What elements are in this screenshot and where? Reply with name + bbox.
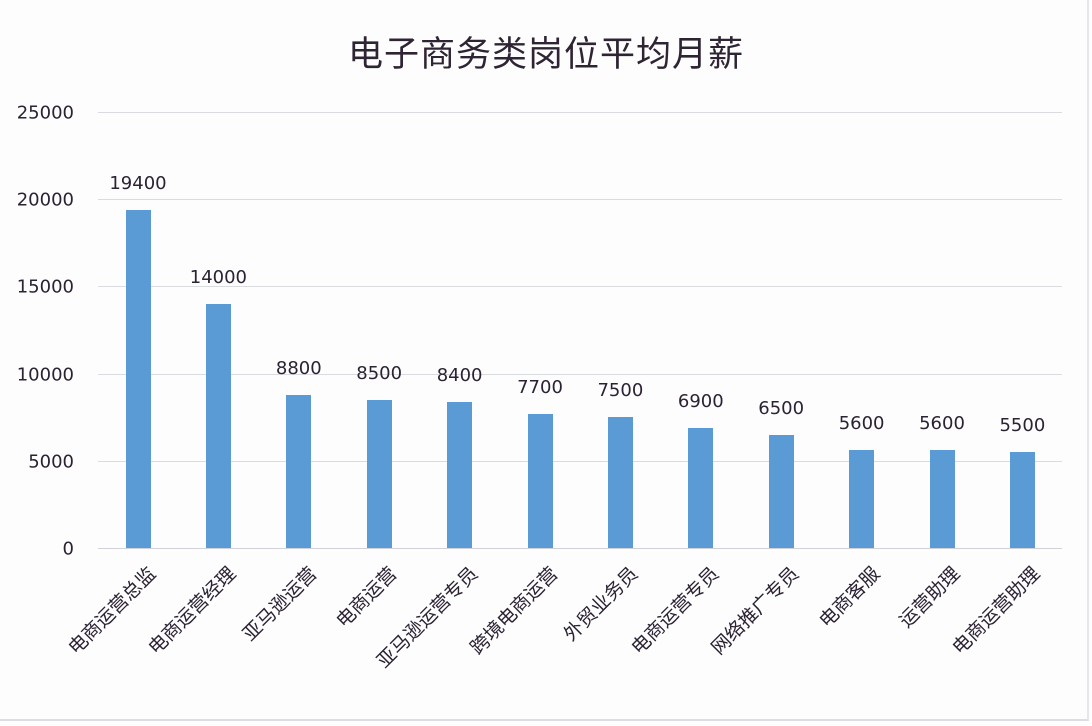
gridline (98, 199, 1062, 201)
gridline (98, 373, 1062, 375)
bar (205, 303, 231, 548)
bar (849, 450, 875, 548)
chart-title: 电子商务类岗位平均月薪 (347, 35, 744, 75)
data-label: 19400 (109, 172, 167, 194)
bar (768, 434, 794, 548)
bar (607, 417, 633, 548)
data-label: 14000 (189, 266, 248, 288)
bar (527, 413, 553, 548)
data-label: 7500 (597, 380, 644, 402)
bar (1009, 452, 1035, 548)
y-tick-label: 20000 (16, 189, 74, 211)
y-tick-label: 10000 (16, 364, 74, 386)
y-tick-label: 5000 (28, 451, 74, 473)
data-label: 7700 (517, 376, 563, 398)
bar (447, 401, 473, 548)
y-tick-label: 0 (62, 538, 74, 560)
y-tick-label: 25000 (16, 102, 74, 124)
gridline (98, 112, 1062, 113)
data-label: 8500 (356, 362, 403, 384)
bar (286, 394, 312, 548)
data-label: 8800 (275, 357, 322, 379)
data-label: 6500 (758, 397, 805, 419)
y-tick-label: 15000 (16, 276, 74, 298)
gridline (98, 460, 1062, 462)
data-label: 5600 (919, 413, 965, 435)
gridline (98, 286, 1062, 288)
bar (125, 209, 151, 548)
x-axis-line (98, 548, 1062, 549)
data-label: 5500 (999, 415, 1046, 437)
bar (366, 399, 392, 548)
data-label: 8400 (436, 364, 483, 386)
bar (929, 450, 955, 548)
data-label: 5600 (838, 413, 885, 435)
data-label: 6900 (677, 390, 724, 412)
bar (688, 427, 714, 548)
